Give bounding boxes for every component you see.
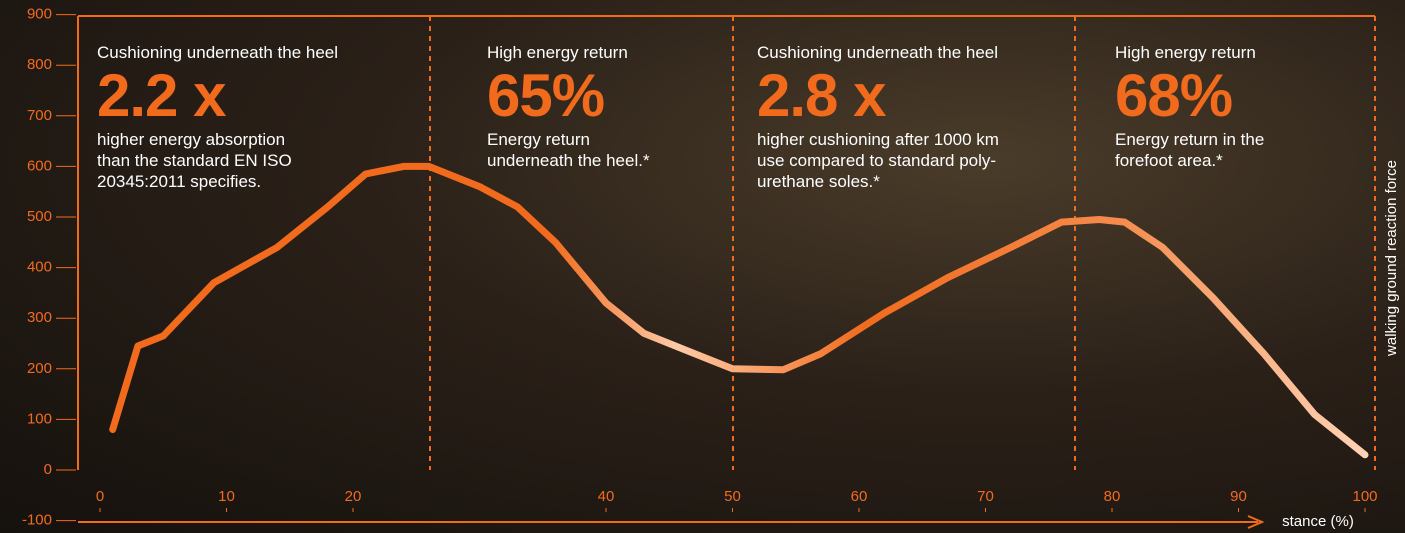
annotation-stat: 68% [1115,65,1264,127]
annotation-text: than the standard EN ISO [97,150,338,171]
x-tick-label: 10 [218,488,235,505]
annotation-text: forefoot area.* [1115,150,1264,171]
y-tick-label: 400 [27,259,52,276]
y-tick-label: 500 [27,208,52,225]
y-tick-label: 100 [27,410,52,427]
annotation-text: use compared to standard poly- [757,150,999,171]
annotation-stat: 2.2 x [97,65,338,127]
y-tick-label: 300 [27,309,52,326]
infographic: walking ground reaction force stance (%)… [0,0,1405,533]
annotation-text: Energy return [487,129,650,150]
x-tick-label: 90 [1230,488,1247,505]
annotation-text: higher cushioning after 1000 km [757,129,999,150]
x-tick-label: 80 [1104,488,1121,505]
x-axis-label: stance (%) [1282,513,1354,530]
x-tick-label: 70 [977,488,994,505]
y-tick-label: 200 [27,360,52,377]
x-tick-label: 100 [1352,488,1377,505]
annotation-stat: 65% [487,65,650,127]
line-series [113,166,1365,454]
y-tick-label: 800 [27,56,52,73]
annotation-text: Energy return in the [1115,129,1264,150]
annotation-stat: 2.8 x [757,65,999,127]
x-tick-label: 20 [345,488,362,505]
y-tick-label: 700 [27,107,52,124]
annotation-text: underneath the heel.* [487,150,650,171]
annotation-text: higher energy absorption [97,129,338,150]
annotation-heading: High energy return [1115,42,1264,63]
y-tick-label: 0 [44,461,52,478]
x-tick-label: 50 [724,488,741,505]
x-tick-label: 60 [851,488,868,505]
annotation-text: urethane soles.* [757,171,999,192]
y-tick-label: 900 [27,6,52,23]
annotation-text: 20345:2011 specifies. [97,171,338,192]
annotation-heading: High energy return [487,42,650,63]
annotation-heading: Cushioning underneath the heel [757,42,999,63]
y-tick-label: -100 [22,512,52,529]
y-tick-label: 600 [27,157,52,174]
x-tick-label: 0 [96,488,104,505]
annotation-heading: Cushioning underneath the heel [97,42,338,63]
y-axis-label: walking ground reaction force [1383,160,1400,357]
x-tick-label: 40 [598,488,615,505]
